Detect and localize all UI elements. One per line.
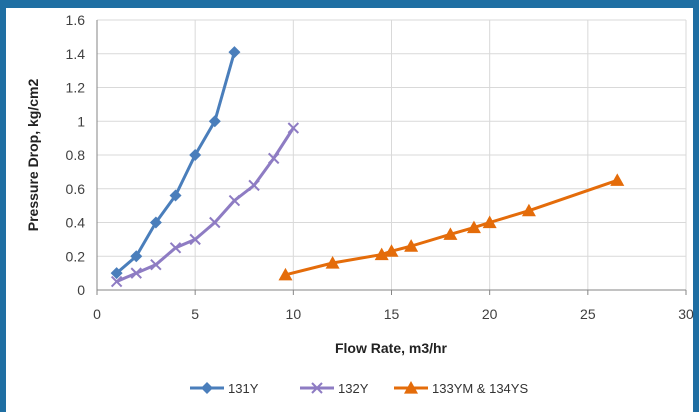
y-axis-title: Pressure Drop, kg/cm2 (25, 79, 41, 232)
legend-label: 133YM & 134YS (432, 381, 528, 396)
legend-marker (201, 382, 213, 394)
data-point (208, 115, 221, 128)
y-tick-labels: 0 0.2 0.4 0.6 0.8 1 1.2 1.4 1.6 (66, 12, 86, 298)
data-point (209, 216, 221, 229)
legend-item: 132Y (300, 381, 369, 396)
axes (96, 20, 687, 295)
data-series (110, 46, 625, 288)
legend-item: 131Y (190, 381, 259, 396)
y-tick-label: 1.4 (66, 46, 86, 62)
x-tick-label: 10 (286, 306, 302, 322)
data-point (610, 173, 625, 186)
data-point (228, 46, 241, 59)
series-0 (110, 46, 241, 280)
data-point (149, 216, 162, 229)
y-tick-label: 0 (77, 282, 85, 298)
legend-marker (311, 382, 323, 394)
data-point (248, 179, 260, 192)
y-tick-label: 1 (77, 113, 85, 129)
data-point (150, 258, 162, 271)
series-1 (110, 122, 300, 288)
data-point (287, 122, 300, 134)
y-tick-label: 1.2 (66, 80, 86, 96)
data-point (404, 239, 419, 252)
data-point (130, 267, 142, 279)
legend: 131Y 132Y 133YM & 134YS (190, 381, 528, 396)
data-point (278, 267, 293, 281)
y-tick-label: 0.4 (66, 215, 86, 231)
x-tick-label: 30 (678, 306, 694, 322)
x-tick-labels: 0 5 10 15 20 25 30 (93, 306, 694, 322)
y-tick-label: 0.8 (66, 147, 86, 163)
data-point (110, 275, 123, 288)
legend-label: 132Y (338, 381, 369, 396)
x-tick-label: 25 (580, 306, 596, 322)
y-tick-label: 1.6 (66, 12, 86, 28)
data-point (384, 244, 399, 257)
data-point (374, 247, 389, 261)
series-2 (278, 173, 625, 281)
series-line (285, 178, 618, 277)
legend-marker (404, 381, 418, 394)
data-point (267, 152, 280, 165)
x-tick-label: 20 (482, 306, 498, 322)
series-line (116, 127, 295, 283)
data-point (521, 203, 536, 217)
data-point (169, 242, 182, 254)
y-tick-label: 0.6 (66, 181, 86, 197)
data-point (189, 233, 201, 246)
data-point (228, 194, 241, 207)
x-tick-label: 5 (191, 306, 199, 322)
data-point (110, 267, 123, 280)
data-point (130, 250, 143, 263)
x-axis-title: Flow Rate, m3/hr (335, 340, 448, 356)
data-point (325, 256, 340, 269)
x-tick-label: 15 (384, 306, 400, 322)
data-point (443, 227, 458, 240)
data-point (482, 215, 497, 229)
y-tick-label: 0.2 (66, 248, 86, 264)
x-tick-label: 0 (93, 306, 101, 322)
data-point (169, 189, 182, 202)
data-point (466, 220, 481, 234)
data-point (189, 149, 202, 161)
legend-label: 131Y (228, 381, 259, 396)
legend-item: 133YM & 134YS (394, 381, 528, 396)
